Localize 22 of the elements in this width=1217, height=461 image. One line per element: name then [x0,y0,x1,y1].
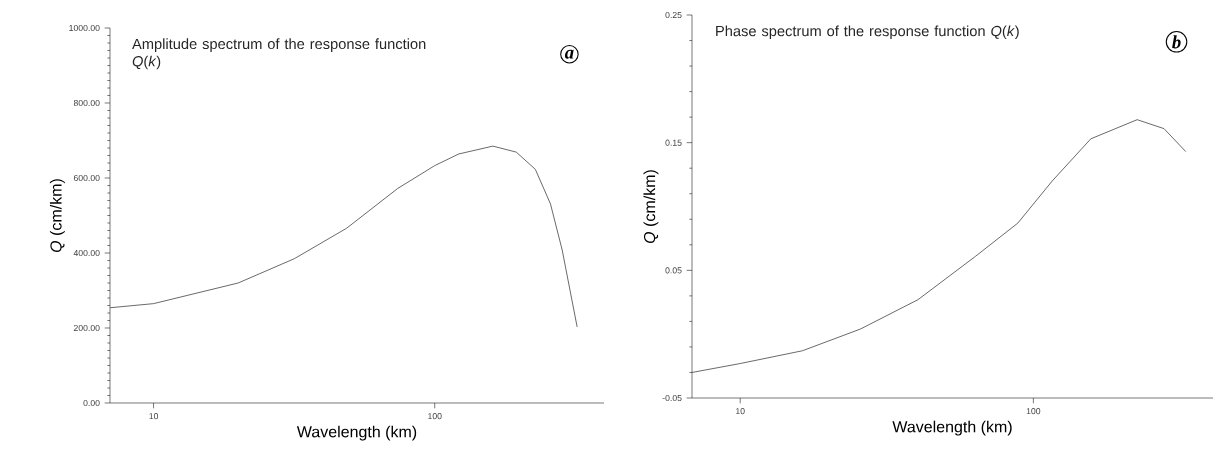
x-tick-label: 10 [736,408,745,415]
y-tick-label: -0.05 [662,394,682,402]
annotation: a [564,49,574,59]
x-tick-label: 10 [149,413,159,420]
y-tick-label: 800.00 [73,99,100,107]
y-tick-label: 200.00 [73,324,100,332]
y-tick-label: 0.00 [83,399,100,407]
annotation: Phase spectrum of the response function Q(k) [716,25,1019,40]
y-tick-label: 0.15 [665,139,682,146]
y-tick-label: 0.25 [665,11,682,19]
annotation: b [1172,35,1181,49]
y-axis-title: Q (cm/km) [643,170,659,244]
x-tick-label: 100 [1026,408,1041,415]
x-axis-title: Wavelength (km) [892,420,1012,436]
annotation: Amplitude spectrum of the response function Q(k) [132,38,426,70]
y-tick-label: 600.00 [73,174,100,182]
x-axis-title: Wavelength (km) [296,425,417,441]
y-tick-label: 1000.00 [69,24,100,32]
y-axis-title: Q (cm/km) [49,179,65,253]
y-tick-label: 0.05 [665,267,682,274]
x-tick-label: 100 [428,413,442,420]
y-tick-label: 400.00 [73,249,100,257]
